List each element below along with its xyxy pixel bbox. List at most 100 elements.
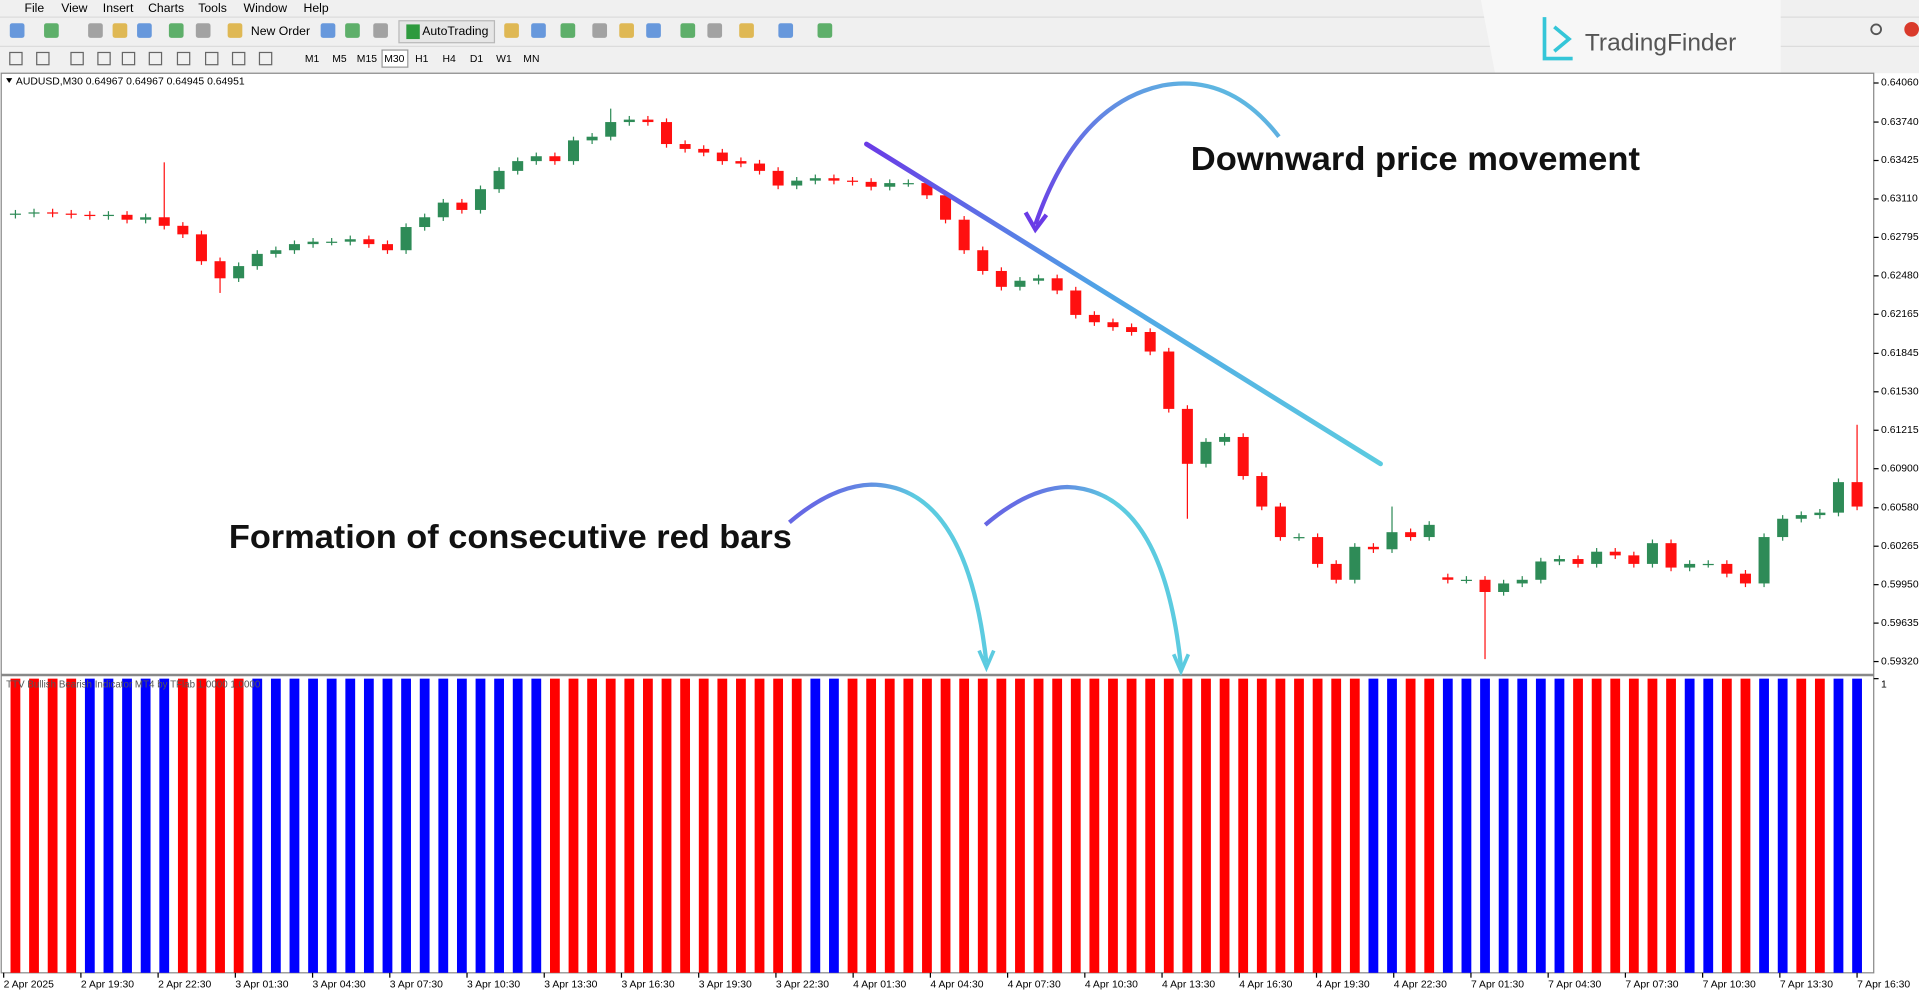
indicator-window	[10, 678, 1862, 973]
candle-body	[1572, 559, 1584, 564]
toolbar-icon[interactable]	[227, 23, 243, 38]
histogram-bar	[1424, 678, 1435, 973]
histogram-bar	[922, 678, 932, 973]
x-tick-label: 4 Apr 13:30	[1162, 980, 1215, 991]
candle-body	[940, 195, 952, 220]
candle-body	[1832, 482, 1844, 513]
timeframe-button[interactable]: H1	[415, 54, 429, 65]
toolbar-icon[interactable]	[592, 23, 608, 38]
candle-body	[9, 213, 21, 215]
drawing-tool[interactable]	[148, 51, 163, 66]
toolbar-icon[interactable]	[168, 23, 184, 38]
candle-body	[828, 178, 840, 181]
curved-arrow	[787, 482, 989, 664]
toolbar-icon[interactable]	[680, 23, 696, 38]
y-tick-label: 0.64060	[1881, 78, 1919, 89]
timeframe-button[interactable]: D1	[470, 54, 484, 65]
candle-body	[735, 161, 747, 164]
timeframe-button[interactable]: H4	[443, 54, 457, 65]
histogram-bar	[512, 678, 523, 973]
menu-item[interactable]: Charts	[148, 1, 184, 15]
toolbar-icon[interactable]	[195, 23, 211, 38]
histogram-bar	[159, 678, 170, 973]
timeframe-button[interactable]: W1	[496, 54, 512, 65]
candle-body	[1851, 482, 1863, 507]
toolbar-icon[interactable]	[817, 23, 833, 38]
new-order-button[interactable]: New Order	[251, 24, 310, 38]
candle-body	[623, 119, 635, 123]
x-tick-label: 7 Apr 01:30	[1471, 980, 1524, 991]
menu-item[interactable]: File	[24, 1, 44, 15]
menu-item[interactable]: Window	[244, 1, 288, 15]
drawing-tool[interactable]	[204, 51, 219, 66]
histogram-bar	[1721, 678, 1732, 973]
drawing-tool[interactable]	[258, 51, 273, 66]
x-tick-label: 4 Apr 07:30	[1008, 980, 1061, 991]
y-tick-label: 0.60580	[1881, 503, 1919, 514]
toolbar-icon[interactable]	[778, 23, 794, 38]
histogram-bar	[698, 678, 709, 973]
toolbar-icon[interactable]	[88, 23, 103, 38]
timeframe-button[interactable]: M1	[305, 54, 320, 65]
drawing-tool[interactable]	[97, 51, 111, 66]
toolbar-icon[interactable]	[112, 23, 128, 38]
y-tick-label: 0.63740	[1881, 117, 1919, 128]
toolbar-icon[interactable]	[707, 23, 723, 38]
timeframe-button[interactable]: M15	[357, 54, 377, 65]
x-tick-label: 4 Apr 04:30	[930, 980, 983, 991]
toolbar-icon[interactable]	[619, 23, 634, 38]
drawing-tool[interactable]	[231, 51, 246, 66]
candle-body	[716, 152, 728, 162]
toolbar-icon[interactable]	[320, 23, 336, 38]
x-tick-label: 3 Apr 22:30	[776, 980, 829, 991]
candle-body	[1126, 327, 1138, 332]
drawing-tool[interactable]	[36, 51, 50, 66]
candle-body	[1516, 579, 1528, 584]
notification-badge[interactable]	[1904, 21, 1919, 37]
autotrading-button[interactable]	[398, 20, 496, 44]
histogram-bar	[959, 678, 970, 973]
drawing-tool[interactable]	[176, 51, 191, 66]
search-icon[interactable]	[1870, 23, 1882, 36]
x-tick-label: 7 Apr 04:30	[1548, 980, 1601, 991]
candle-body	[1181, 408, 1193, 464]
toolbar-icon[interactable]	[504, 23, 519, 38]
histogram-bar	[382, 678, 393, 973]
histogram-bar	[1294, 678, 1304, 973]
candle-body	[530, 156, 542, 162]
timeframe-button[interactable]: M30	[384, 54, 404, 65]
candle-body	[1702, 563, 1714, 566]
histogram-bar	[401, 678, 411, 973]
toolbar-icon[interactable]	[9, 23, 25, 38]
x-tick-label: 2 Apr 22:30	[158, 980, 211, 991]
annotation: Downward price movement	[1191, 140, 1640, 177]
candle-body	[474, 189, 486, 210]
timeframe-button[interactable]: MN	[523, 54, 539, 65]
histogram-bar	[29, 678, 39, 973]
histogram-bar	[1126, 678, 1137, 973]
histogram-bar	[122, 678, 132, 973]
candle-body	[344, 239, 356, 242]
toolbar-icon[interactable]	[345, 23, 360, 38]
toolbar-icon[interactable]	[560, 23, 576, 38]
histogram-bar	[215, 678, 225, 973]
autotrading-label[interactable]: AutoTrading	[422, 24, 488, 38]
menu-item[interactable]: Help	[304, 1, 329, 15]
toolbar-icon[interactable]	[739, 23, 754, 38]
toolbar-icon[interactable]	[137, 23, 152, 38]
x-tick-label: 2 Apr 2025	[4, 980, 54, 991]
menu-item[interactable]: View	[61, 1, 87, 15]
toolbar-icon[interactable]	[646, 23, 661, 38]
drawing-tool[interactable]	[70, 51, 84, 66]
menu-item[interactable]: Tools	[198, 1, 227, 15]
candle-body	[1777, 518, 1789, 538]
candle-body	[1274, 506, 1286, 538]
menu-item[interactable]: Insert	[103, 1, 134, 15]
candle-body	[1460, 579, 1472, 581]
toolbar-icon[interactable]	[44, 23, 59, 38]
drawing-tool[interactable]	[121, 51, 136, 66]
drawing-tool[interactable]	[9, 51, 23, 66]
timeframe-button[interactable]: M5	[332, 54, 347, 65]
toolbar-icon[interactable]	[373, 23, 388, 38]
toolbar-icon[interactable]	[531, 23, 546, 38]
